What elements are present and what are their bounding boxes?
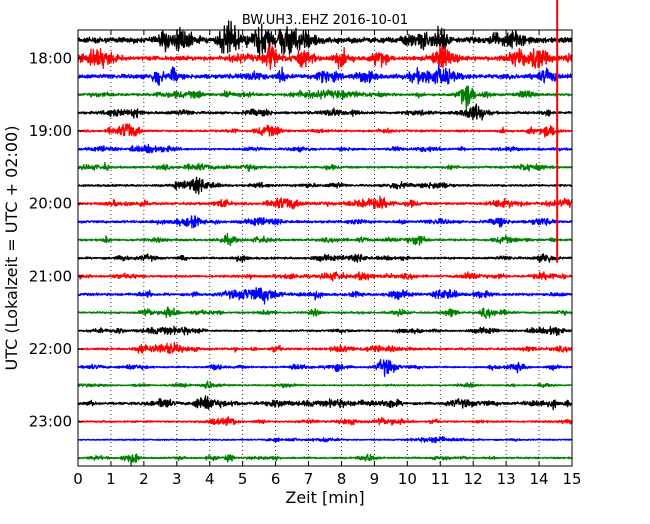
trace-layer [77, 0, 573, 467]
x-tick-label: 15 [562, 470, 581, 488]
chart-title: BW.UH3..EHZ 2016-10-01 [242, 13, 408, 28]
seismic-trace-2000 [77, 195, 573, 210]
y-tick-label: 20:00 [29, 195, 72, 213]
x-tick-label: 8 [337, 470, 347, 488]
seismic-trace-2230 [77, 380, 573, 389]
seismic-trace-2300 [77, 416, 573, 426]
seismic-trace-2330 [77, 453, 573, 467]
x-tick-label: 13 [497, 470, 516, 488]
x-tick-label: 5 [238, 470, 248, 488]
seismic-trace-2030 [77, 232, 573, 247]
seismic-trace-1930 [77, 161, 573, 173]
y-tick-label: 23:00 [29, 413, 72, 431]
y-axis-label: UTC (Lokalzeit = UTC + 02:00) [2, 126, 21, 371]
y-tick-label: 21:00 [29, 267, 72, 285]
x-tick-label: 2 [139, 470, 149, 488]
seismic-trace-1800 [77, 44, 573, 71]
x-axis-label: Zeit [min] [285, 488, 364, 507]
y-tick-label: 22:00 [29, 340, 72, 358]
y-tick-label: 19:00 [29, 122, 72, 140]
x-tick-label: 7 [304, 470, 314, 488]
x-tick-label: 11 [431, 470, 450, 488]
seismic-trace-2245 [77, 395, 573, 411]
x-tick-label: 6 [271, 470, 281, 488]
seismic-trace-1945 [77, 176, 573, 195]
seismic-trace-2130 [77, 306, 573, 320]
seismic-trace-2315 [77, 435, 573, 444]
seismic-trace-2100 [77, 271, 573, 282]
seismic-trace-2145 [77, 325, 573, 337]
seismic-trace-1845 [77, 103, 573, 121]
x-tick-label: 12 [464, 470, 483, 488]
x-tick-label: 1 [106, 470, 116, 488]
x-tick-label: 14 [530, 470, 549, 488]
plot-frame [77, 29, 573, 467]
y-tick-label: 18:00 [29, 49, 72, 67]
seismic-trace-1915 [77, 143, 573, 154]
x-tick-label: 3 [172, 470, 182, 488]
x-tick-label: 9 [370, 470, 380, 488]
x-tick-label: 10 [398, 470, 417, 488]
seismic-trace-2045 [77, 253, 573, 263]
seismic-trace-1830 [77, 85, 573, 112]
seismic-trace-2015 [77, 215, 573, 229]
x-tick-label: 0 [73, 470, 83, 488]
x-tick-label: 4 [205, 470, 215, 488]
seismic-trace-2215 [77, 358, 573, 378]
seismic-trace-1745 [77, 20, 573, 59]
seismic-trace-1815 [77, 64, 573, 87]
seismic-trace-2115 [77, 286, 573, 305]
seismic-trace-2200 [77, 341, 573, 355]
seismic-trace-1900 [77, 123, 573, 138]
grid-layer [110, 30, 540, 466]
axis-layer: 0 1 2 3 4 5 6 7 8 9 10 11 12 13 14 1518:0019:0020:0021:… [29, 29, 582, 488]
